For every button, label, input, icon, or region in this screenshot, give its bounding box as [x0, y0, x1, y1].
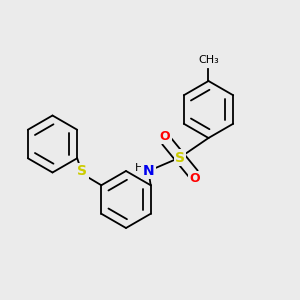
Text: CH₃: CH₃	[198, 55, 219, 65]
Text: S: S	[77, 164, 88, 178]
Text: O: O	[190, 172, 200, 185]
Text: S: S	[175, 151, 185, 164]
Text: N: N	[143, 164, 154, 178]
Text: H: H	[135, 163, 143, 173]
Text: O: O	[160, 130, 170, 143]
